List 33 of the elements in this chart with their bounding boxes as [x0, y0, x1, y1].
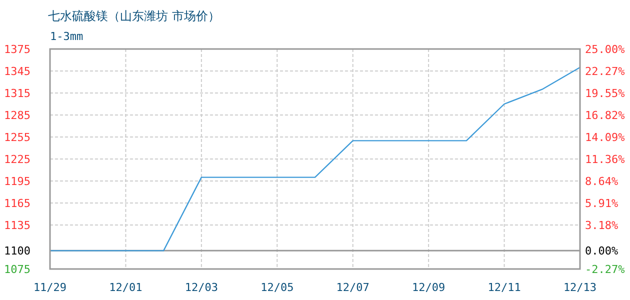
y-tick-label: 1315: [4, 87, 30, 100]
line-series: [49, 66, 581, 252]
y2-tick-label: 8.64%: [585, 174, 618, 188]
y2-tick-label: 0.00%: [585, 244, 618, 258]
y2-tick-label: 16.82%: [585, 108, 626, 122]
y-tick-label: 1165: [4, 197, 30, 210]
chart-title: 七水硫酸镁（山东潍坊 市场价）: [48, 9, 220, 23]
y-tick-label: 1135: [4, 219, 30, 232]
x-tick-label: 12/01: [109, 281, 142, 294]
x-tick-label: 12/03: [184, 281, 218, 294]
y-tick-label: 1255: [4, 131, 30, 144]
y2-tick-label: -2.27%: [585, 263, 626, 276]
x-tick-label: 12/05: [260, 281, 294, 294]
y2-tick-label: 11.36%: [585, 153, 626, 166]
y-tick-label: 1195: [4, 175, 30, 188]
y2-tick-label: 5.91%: [585, 197, 618, 210]
x-tick-label: 12/09: [412, 281, 446, 294]
x-tick-label: 12/07: [336, 281, 370, 294]
y2-tick-label: 19.55%: [585, 86, 626, 100]
y-tick-label: 1285: [4, 109, 30, 122]
y2-tick-label: 22.27%: [585, 65, 626, 78]
y-tick-label: 1375: [4, 43, 30, 56]
x-tick-label: 12/11: [488, 281, 521, 294]
y-tick-label: 1075: [4, 263, 30, 276]
y2-tick-label: 14.09%: [585, 131, 626, 144]
y-tick-label: 1345: [4, 65, 30, 78]
chart-subtitle: 1-3mm: [50, 30, 84, 43]
y-tick-label: 1225: [4, 153, 30, 166]
x-tick-label: 12/13: [563, 281, 597, 294]
y2-tick-label: 3.18%: [585, 219, 618, 232]
x-tick-label: 11/29: [33, 281, 67, 294]
y-tick-label: 1100: [4, 244, 30, 258]
y2-tick-label: 25.00%: [585, 43, 626, 56]
